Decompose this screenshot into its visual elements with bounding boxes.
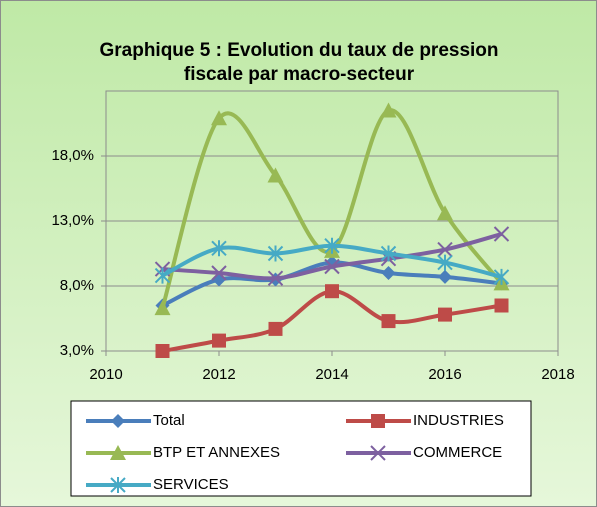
marker bbox=[211, 265, 227, 281]
marker bbox=[154, 267, 171, 284]
legend-marker bbox=[371, 414, 385, 428]
legend-marker bbox=[110, 445, 126, 460]
x-tick-label: 2018 bbox=[541, 366, 574, 383]
marker bbox=[267, 245, 284, 262]
marker bbox=[154, 300, 171, 316]
series bbox=[155, 284, 509, 358]
marker bbox=[324, 258, 340, 275]
marker bbox=[438, 269, 452, 284]
marker bbox=[437, 254, 453, 271]
legend-label: BTP ET ANNEXES bbox=[153, 444, 280, 461]
marker bbox=[437, 241, 453, 258]
marker bbox=[381, 314, 396, 329]
marker bbox=[211, 110, 227, 126]
y-tick-label: 8,0% bbox=[60, 277, 94, 294]
legend-marker bbox=[111, 414, 125, 428]
legend-label: Total bbox=[153, 412, 185, 429]
x-tick-label: 2016 bbox=[428, 366, 461, 383]
legend-label: INDUSTRIES bbox=[413, 412, 504, 429]
legend-marker bbox=[370, 445, 386, 461]
marker bbox=[324, 237, 340, 254]
marker bbox=[155, 344, 170, 358]
marker bbox=[493, 268, 510, 285]
legend-marker bbox=[110, 477, 126, 493]
y-tick-label: 13,0% bbox=[51, 212, 94, 229]
marker bbox=[494, 298, 509, 313]
x-tick-label: 2012 bbox=[202, 366, 235, 383]
marker bbox=[268, 321, 283, 336]
marker bbox=[381, 266, 396, 280]
marker bbox=[380, 102, 397, 118]
marker bbox=[437, 205, 453, 221]
legend-label: SERVICES bbox=[153, 476, 229, 493]
marker bbox=[438, 307, 452, 322]
marker bbox=[267, 167, 284, 183]
marker bbox=[212, 333, 226, 348]
chart-title: Graphique 5 : Evolution du taux de press… bbox=[99, 40, 499, 85]
x-tick-label: 2014 bbox=[315, 366, 348, 383]
marker bbox=[380, 245, 397, 262]
marker bbox=[493, 226, 510, 242]
marker bbox=[211, 240, 227, 257]
series bbox=[154, 237, 510, 285]
legend-label: COMMERCE bbox=[413, 444, 502, 461]
x-tick-label: 2010 bbox=[89, 366, 122, 383]
y-tick-label: 3,0% bbox=[60, 342, 94, 359]
marker bbox=[267, 270, 284, 286]
marker bbox=[325, 284, 339, 299]
legend-box bbox=[70, 400, 532, 497]
y-tick-label: 18,0% bbox=[51, 147, 94, 164]
